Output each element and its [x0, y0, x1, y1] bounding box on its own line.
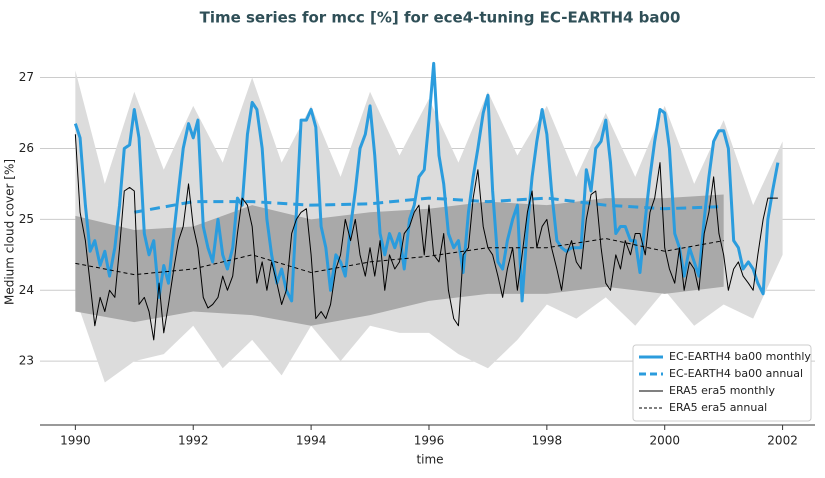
series-line	[75, 238, 724, 276]
x-tick-label: 2002	[767, 434, 798, 448]
series-line	[134, 196, 724, 214]
y-tick-label: 23	[19, 354, 34, 368]
x-tick-label: 1990	[60, 434, 91, 448]
y-axis-label: Medium cloud cover [%]	[3, 159, 17, 305]
series-line	[74, 134, 778, 341]
x-axis-label: time	[416, 453, 443, 467]
legend-label: ERA5 era5 annual	[669, 401, 767, 414]
chart-title: Time series for mcc [%] for ece4-tuning …	[200, 9, 681, 27]
y-tick-label: 26	[19, 141, 34, 155]
x-tick-label: 2000	[649, 434, 680, 448]
x-tick-label: 1996	[414, 434, 445, 448]
legend-label: ERA5 era5 monthly	[669, 384, 775, 397]
legend-label: EC-EARTH4 ba00 monthly	[669, 350, 811, 363]
legend: EC-EARTH4 ba00 monthly EC-EARTH4 ba00 ann…	[632, 344, 812, 422]
y-tick-label: 27	[19, 70, 34, 84]
x-tick-label: 1994	[296, 434, 327, 448]
y-tick-label: 24	[19, 283, 34, 297]
y-tick-label: 25	[19, 212, 34, 226]
legend-box	[632, 344, 812, 422]
legend-label: EC-EARTH4 ba00 annual	[669, 367, 803, 380]
series-line	[73, 61, 780, 303]
x-tick-label: 1998	[532, 434, 563, 448]
x-tick-label: 1992	[178, 434, 209, 448]
